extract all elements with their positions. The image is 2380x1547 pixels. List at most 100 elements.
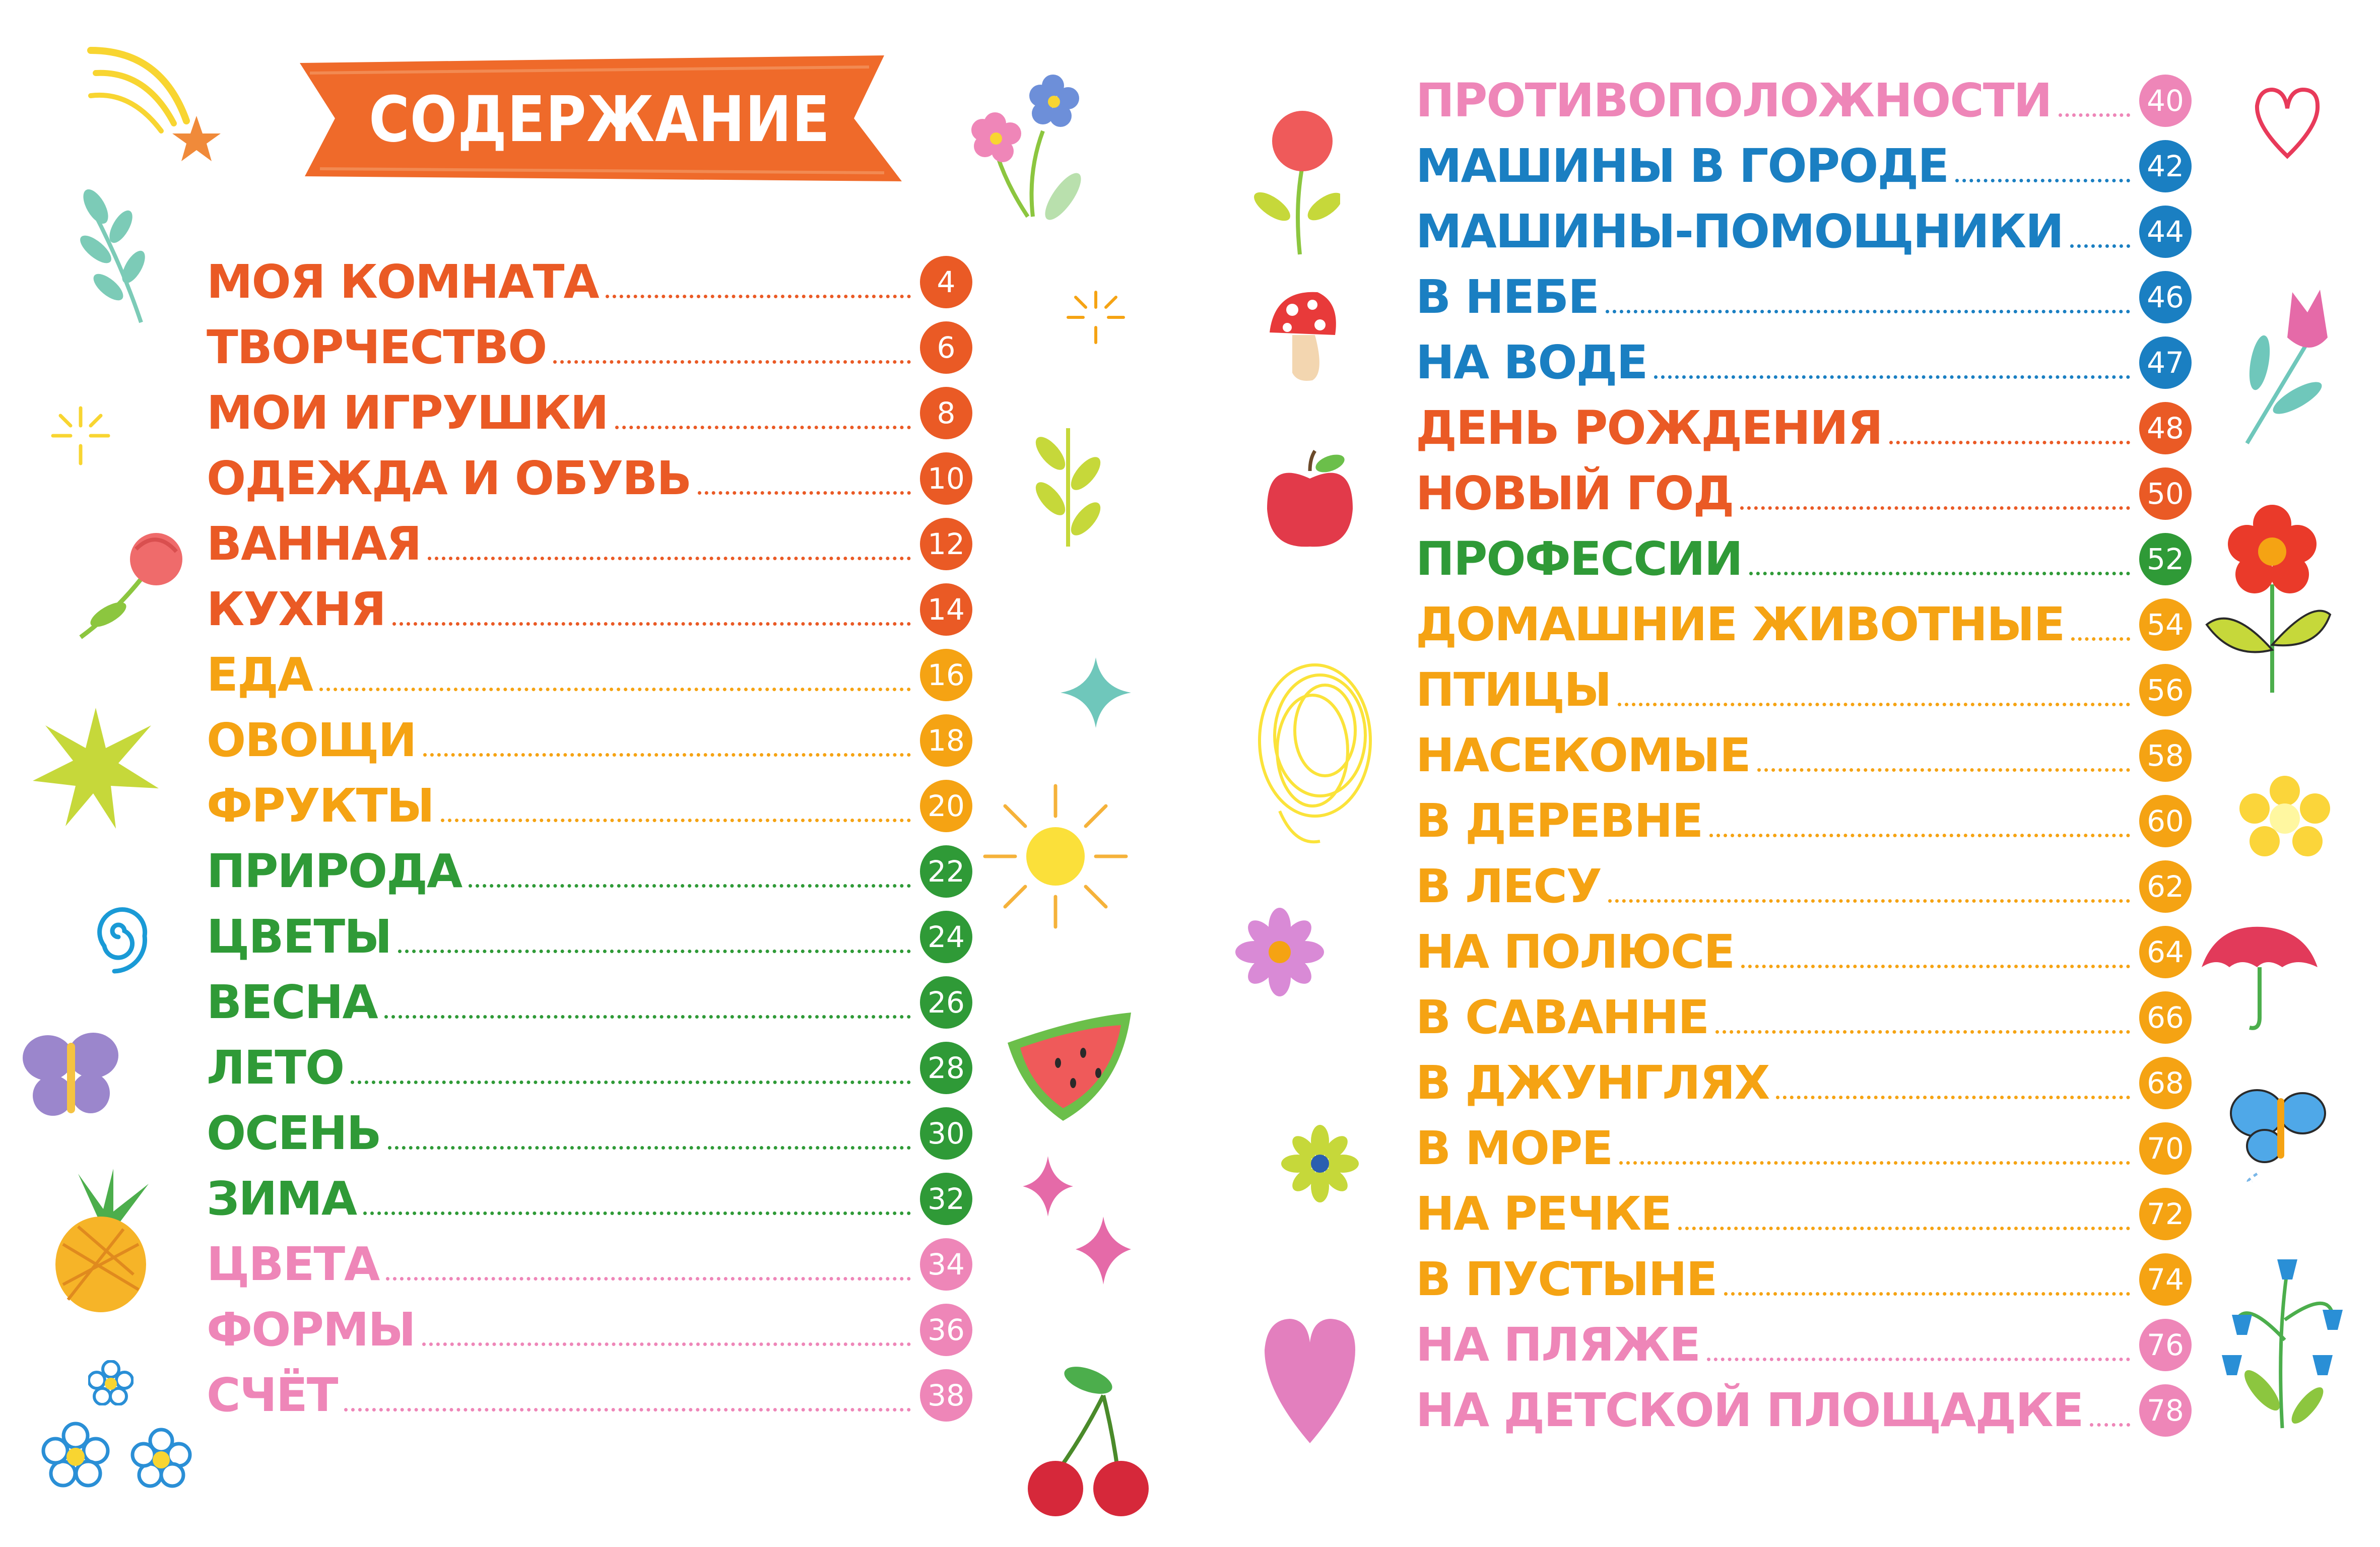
toc-entry[interactable]: ОДЕЖДА И ОБУВЬ 10 xyxy=(207,448,972,505)
dotted-leader xyxy=(1619,1161,2130,1165)
dotted-leader xyxy=(2090,1423,2130,1427)
yellow-flower-icon xyxy=(2239,776,2330,856)
dotted-leader xyxy=(1709,834,2130,837)
toc-entry[interactable]: В САВАННЕ 66 xyxy=(1416,987,2192,1044)
toc-entry[interactable]: ОСЕНЬ 30 xyxy=(207,1103,972,1160)
toc-entry[interactable]: ВАННАЯ 12 xyxy=(207,514,972,570)
outline-heart-icon xyxy=(2255,87,2320,159)
toc-entry[interactable]: НА ДЕТСКОЙ ПЛОЩАДКЕ 78 xyxy=(1416,1380,2192,1437)
dotted-leader xyxy=(1605,310,2130,313)
toc-entry-title: В НЕБЕ xyxy=(1416,270,1600,324)
dotted-leader xyxy=(387,1146,911,1150)
toc-entry-title: ЗИМА xyxy=(207,1172,357,1226)
page-number-badge: 40 xyxy=(2139,75,2192,127)
dotted-leader xyxy=(319,688,911,691)
page-number-badge: 8 xyxy=(920,387,972,439)
toc-entry[interactable]: НА РЕЧКЕ 72 xyxy=(1416,1184,2192,1240)
toc-entry[interactable]: ТВОРЧЕСТВО 6 xyxy=(207,317,972,374)
toc-entry-title: ЦВЕТА xyxy=(207,1237,380,1291)
toc-entry[interactable]: ЦВЕТА 34 xyxy=(207,1234,972,1291)
toc-entry[interactable]: ПРИРОДА 22 xyxy=(207,841,972,898)
page-number-badge: 64 xyxy=(2139,926,2192,978)
toc-entry[interactable]: В НЕБЕ 46 xyxy=(1416,267,2192,324)
toc-entry[interactable]: В ДЕРЕВНЕ 60 xyxy=(1416,791,2192,847)
toc-entry-title: В МОРЕ xyxy=(1416,1121,1613,1175)
toc-entry[interactable]: ОВОЩИ 18 xyxy=(207,710,972,767)
dotted-leader xyxy=(553,360,911,364)
page-number-badge: 52 xyxy=(2139,533,2192,585)
flowers-icon xyxy=(41,1422,192,1488)
toc-entry-title: ФОРМЫ xyxy=(207,1303,416,1357)
toc-entry[interactable]: ДОМАШНИЕ ЖИВОТНЫЕ 54 xyxy=(1416,594,2192,651)
toc-entry[interactable]: ЛЕТО 28 xyxy=(207,1038,972,1094)
toc-entry-title: НА ПЛЯЖЕ xyxy=(1416,1318,1701,1372)
toc-entry-title: ЦВЕТЫ xyxy=(207,910,392,964)
toc-entry-title: ПРОФЕССИИ xyxy=(1416,532,1743,586)
toc-entry-title: ЕДА xyxy=(207,648,313,702)
toc-entry[interactable]: МАШИНЫ В ГОРОДЕ 42 xyxy=(1416,136,2192,192)
watermelon-icon xyxy=(1008,1013,1131,1121)
page-number-badge: 16 xyxy=(920,649,972,701)
toc-entry[interactable]: ЦВЕТЫ 24 xyxy=(207,907,972,964)
dotted-leader xyxy=(1724,1292,2130,1296)
sun-icon xyxy=(983,784,1128,929)
toc-entry-title: ДОМАШНИЕ ЖИВОТНЫЕ xyxy=(1416,597,2065,651)
page-number-badge: 70 xyxy=(2139,1122,2192,1175)
toc-entry[interactable]: НОВЫЙ ГОД 50 xyxy=(1416,463,2192,520)
dotted-leader xyxy=(1757,768,2130,772)
toc-entry-title: ОСЕНЬ xyxy=(207,1106,382,1160)
dotted-leader xyxy=(605,295,911,298)
toc-entry[interactable]: СЧЁТ 38 xyxy=(207,1365,972,1422)
dotted-leader xyxy=(1706,1358,2130,1361)
blue-butterfly-icon xyxy=(2230,1089,2326,1183)
toc-entry[interactable]: В ПУСТЫНЕ 74 xyxy=(1416,1249,2192,1306)
green-star-icon xyxy=(33,708,159,829)
toc-entry[interactable]: В ДЖУНГЛЯХ 68 xyxy=(1416,1053,2192,1109)
toc-entry-title: ФРУКТЫ xyxy=(207,779,435,833)
toc-entry[interactable]: ПРОФЕССИИ 52 xyxy=(1416,529,2192,586)
toc-entry[interactable]: НА ПЛЯЖЕ 76 xyxy=(1416,1315,2192,1372)
dotted-leader xyxy=(469,884,911,888)
daisy-icon xyxy=(88,1360,134,1405)
page-number-badge: 48 xyxy=(2139,402,2192,454)
dotted-leader xyxy=(1654,375,2130,379)
toc-entry-title: В ПУСТЫНЕ xyxy=(1416,1252,1718,1306)
toc-entry[interactable]: МОЯ КОМНАТА 4 xyxy=(207,252,972,309)
dotted-leader xyxy=(1889,441,2130,444)
page-number-badge: 32 xyxy=(920,1173,972,1225)
dotted-leader xyxy=(363,1212,911,1215)
cherries-icon xyxy=(1028,1367,1149,1516)
toc-entry[interactable]: ПТИЦЫ 56 xyxy=(1416,660,2192,716)
toc-entry-title: СЧЁТ xyxy=(207,1368,338,1422)
toc-entry[interactable]: ЕДА 16 xyxy=(207,645,972,702)
toc-entry[interactable]: ПРОТИВОПОЛОЖНОСТИ 40 xyxy=(1416,71,2192,127)
toc-entry[interactable]: ВЕСНА 26 xyxy=(207,972,972,1029)
page-number-badge: 4 xyxy=(920,256,972,308)
toc-entry[interactable]: ФОРМЫ 36 xyxy=(207,1300,972,1357)
toc-entry-title: КУХНЯ xyxy=(207,582,386,636)
page-number-badge: 30 xyxy=(920,1107,972,1160)
toc-entry[interactable]: НАСЕКОМЫЕ 58 xyxy=(1416,725,2192,782)
red-flower-icon xyxy=(2205,505,2332,693)
pink-stars-icon xyxy=(1023,1156,1131,1285)
toc-entry[interactable]: НА ВОДЕ 47 xyxy=(1416,332,2192,389)
toc-entry[interactable]: ДЕНЬ РОЖДЕНИЯ 48 xyxy=(1416,398,2192,454)
dotted-leader xyxy=(1618,703,2130,706)
toc-entry[interactable]: МАШИНЫ-ПОМОЩНИКИ 44 xyxy=(1416,201,2192,258)
page-number-badge: 47 xyxy=(2139,337,2192,389)
toc-entry[interactable]: ФРУКТЫ 20 xyxy=(207,776,972,833)
toc-entry[interactable]: В МОРЕ 70 xyxy=(1416,1118,2192,1175)
toc-entry[interactable]: ЗИМА 32 xyxy=(207,1169,972,1226)
dotted-leader xyxy=(1715,1030,2130,1034)
toc-entry[interactable]: В ЛЕСУ 62 xyxy=(1416,856,2192,913)
toc-entry[interactable]: МОИ ИГРУШКИ 8 xyxy=(207,383,972,439)
dotted-leader xyxy=(398,950,911,953)
shooting-star-icon xyxy=(87,47,221,161)
toc-entry-title: ТВОРЧЕСТВО xyxy=(207,320,547,374)
toc-entry[interactable]: КУХНЯ 14 xyxy=(207,579,972,636)
page-number-badge: 66 xyxy=(2139,991,2192,1044)
toc-entry[interactable]: НА ПОЛЮСЕ 64 xyxy=(1416,922,2192,978)
heart-icon xyxy=(1265,1319,1355,1443)
dotted-leader xyxy=(1678,1227,2130,1230)
toc-entry-title: МОЯ КОМНАТА xyxy=(207,255,600,309)
